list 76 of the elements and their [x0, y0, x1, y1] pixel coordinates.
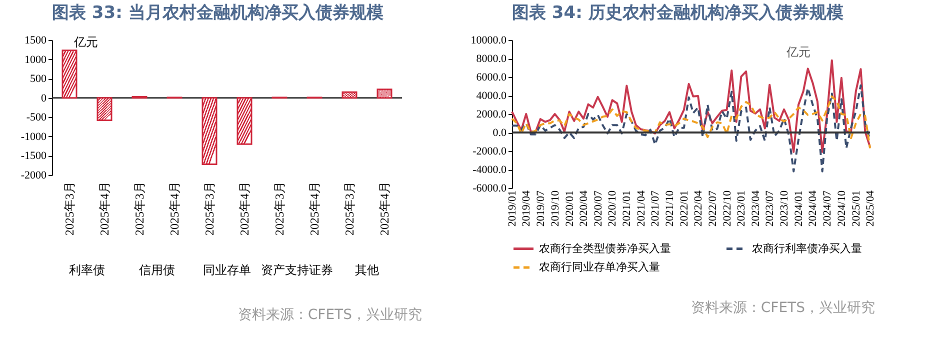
- y-tick-label: 500: [30, 73, 47, 86]
- x-tick-label: 2022/01: [678, 190, 690, 227]
- x-tick-label: 2021/04: [635, 190, 648, 227]
- y-tick-label: 2000.0: [476, 108, 507, 120]
- annotation: 亿元: [785, 45, 810, 59]
- y-tick-label: -1500: [20, 150, 47, 162]
- bar: [376, 88, 392, 99]
- y-tick-label: -500: [26, 112, 47, 124]
- x-tick-label: 2023/10: [778, 190, 791, 227]
- x-tick-label: 2020/01: [564, 190, 576, 227]
- y-tick-label: 1500: [24, 34, 47, 46]
- x-tick-label: 2025年4月: [168, 182, 182, 236]
- text: 信用债: [139, 263, 175, 277]
- chart-title: 图表 33: 当月农村金融机构净买入债券规模: [52, 3, 384, 23]
- x-tick-label: 2024/04: [807, 190, 820, 227]
- line-series: [511, 59, 871, 153]
- x-tick-label: 2020/10: [606, 190, 619, 227]
- x-tick-label: 2025年3月: [132, 182, 146, 236]
- x-tick-label: 2022/07: [706, 190, 719, 227]
- x-tick-label: 2019/04: [520, 190, 533, 227]
- line-series: [511, 95, 871, 150]
- bar: [342, 91, 358, 99]
- x-tick-label: 2024/01: [792, 190, 805, 227]
- x-tick-label: 2025年3月: [202, 182, 216, 236]
- annotation: 亿元: [73, 35, 98, 49]
- x-tick-label: 2022/10: [721, 190, 734, 227]
- x-tick-label: 2019/10: [549, 190, 562, 227]
- y-tick-label: -2000.0: [472, 146, 507, 158]
- x-tick-label: 2025年4月: [238, 182, 252, 236]
- text: 利率债: [69, 263, 105, 277]
- x-tick-label: 2025年4月: [308, 182, 322, 236]
- x-tick-label: 2021/01: [621, 190, 634, 227]
- y-tick-label: 10000.0: [470, 34, 507, 46]
- text: 资料来源：CFETS，兴业研究: [690, 300, 875, 316]
- text: 其他: [355, 263, 379, 277]
- y-tick-label: 4000.0: [476, 90, 507, 102]
- line-series: [511, 84, 871, 172]
- x-tick-label: 2024/10: [836, 190, 848, 227]
- bar: [202, 97, 218, 165]
- x-tick-label: 2024/07: [822, 190, 834, 227]
- text: 资料来源：CFETS，兴业研究: [238, 307, 422, 323]
- x-tick-label: 2022/04: [692, 190, 705, 227]
- y-tick-label: -4000.0: [472, 164, 507, 176]
- y-tick-label: 1000: [24, 54, 47, 66]
- y-tick-label: 8000.0: [476, 53, 507, 65]
- x-tick-label: 2025/04: [864, 190, 876, 227]
- y-tick-label: -6000.0: [472, 182, 507, 194]
- x-tick-label: 2020/07: [592, 190, 604, 227]
- text: 资产支持证券: [261, 263, 333, 277]
- x-tick-label: 2021/10: [664, 190, 676, 227]
- bar: [62, 50, 78, 99]
- x-tick-label: 2023/07: [764, 190, 776, 227]
- y-tick-label: -2000: [20, 170, 47, 182]
- legend-label: 农商行利率债净买入量: [752, 242, 862, 255]
- x-tick-label: 2025年3月: [272, 182, 286, 236]
- chart-title: 图表 34: 历史农村金融机构净买入债券规模: [512, 3, 844, 23]
- x-tick-label: 2021/07: [650, 190, 662, 227]
- bar: [236, 97, 252, 145]
- y-tick-label: -1000: [20, 130, 47, 143]
- y-tick-label: 6000.0: [476, 72, 507, 84]
- legend-label: 农商行全类型债券净买入量: [539, 242, 671, 255]
- x-tick-label: 2025年4月: [378, 182, 392, 236]
- y-tick-label: 0.0: [492, 127, 507, 139]
- bar: [96, 97, 112, 121]
- x-tick-label: 2019/01: [506, 190, 518, 227]
- y-tick-label: 0: [41, 92, 47, 104]
- x-tick-label: 2025/01: [850, 190, 862, 227]
- x-tick-label: 2025年3月: [342, 182, 356, 236]
- x-tick-label: 2019/07: [534, 190, 547, 227]
- x-tick-label: 2023/01: [736, 190, 748, 227]
- x-tick-label: 2020/04: [578, 190, 590, 227]
- x-tick-label: 2023/04: [750, 190, 762, 227]
- text: 同业存单: [203, 263, 251, 277]
- x-tick-label: 2025年4月: [98, 182, 112, 236]
- legend-label: 农商行同业存单净买入量: [539, 260, 660, 274]
- x-tick-label: 2025年3月: [62, 182, 76, 236]
